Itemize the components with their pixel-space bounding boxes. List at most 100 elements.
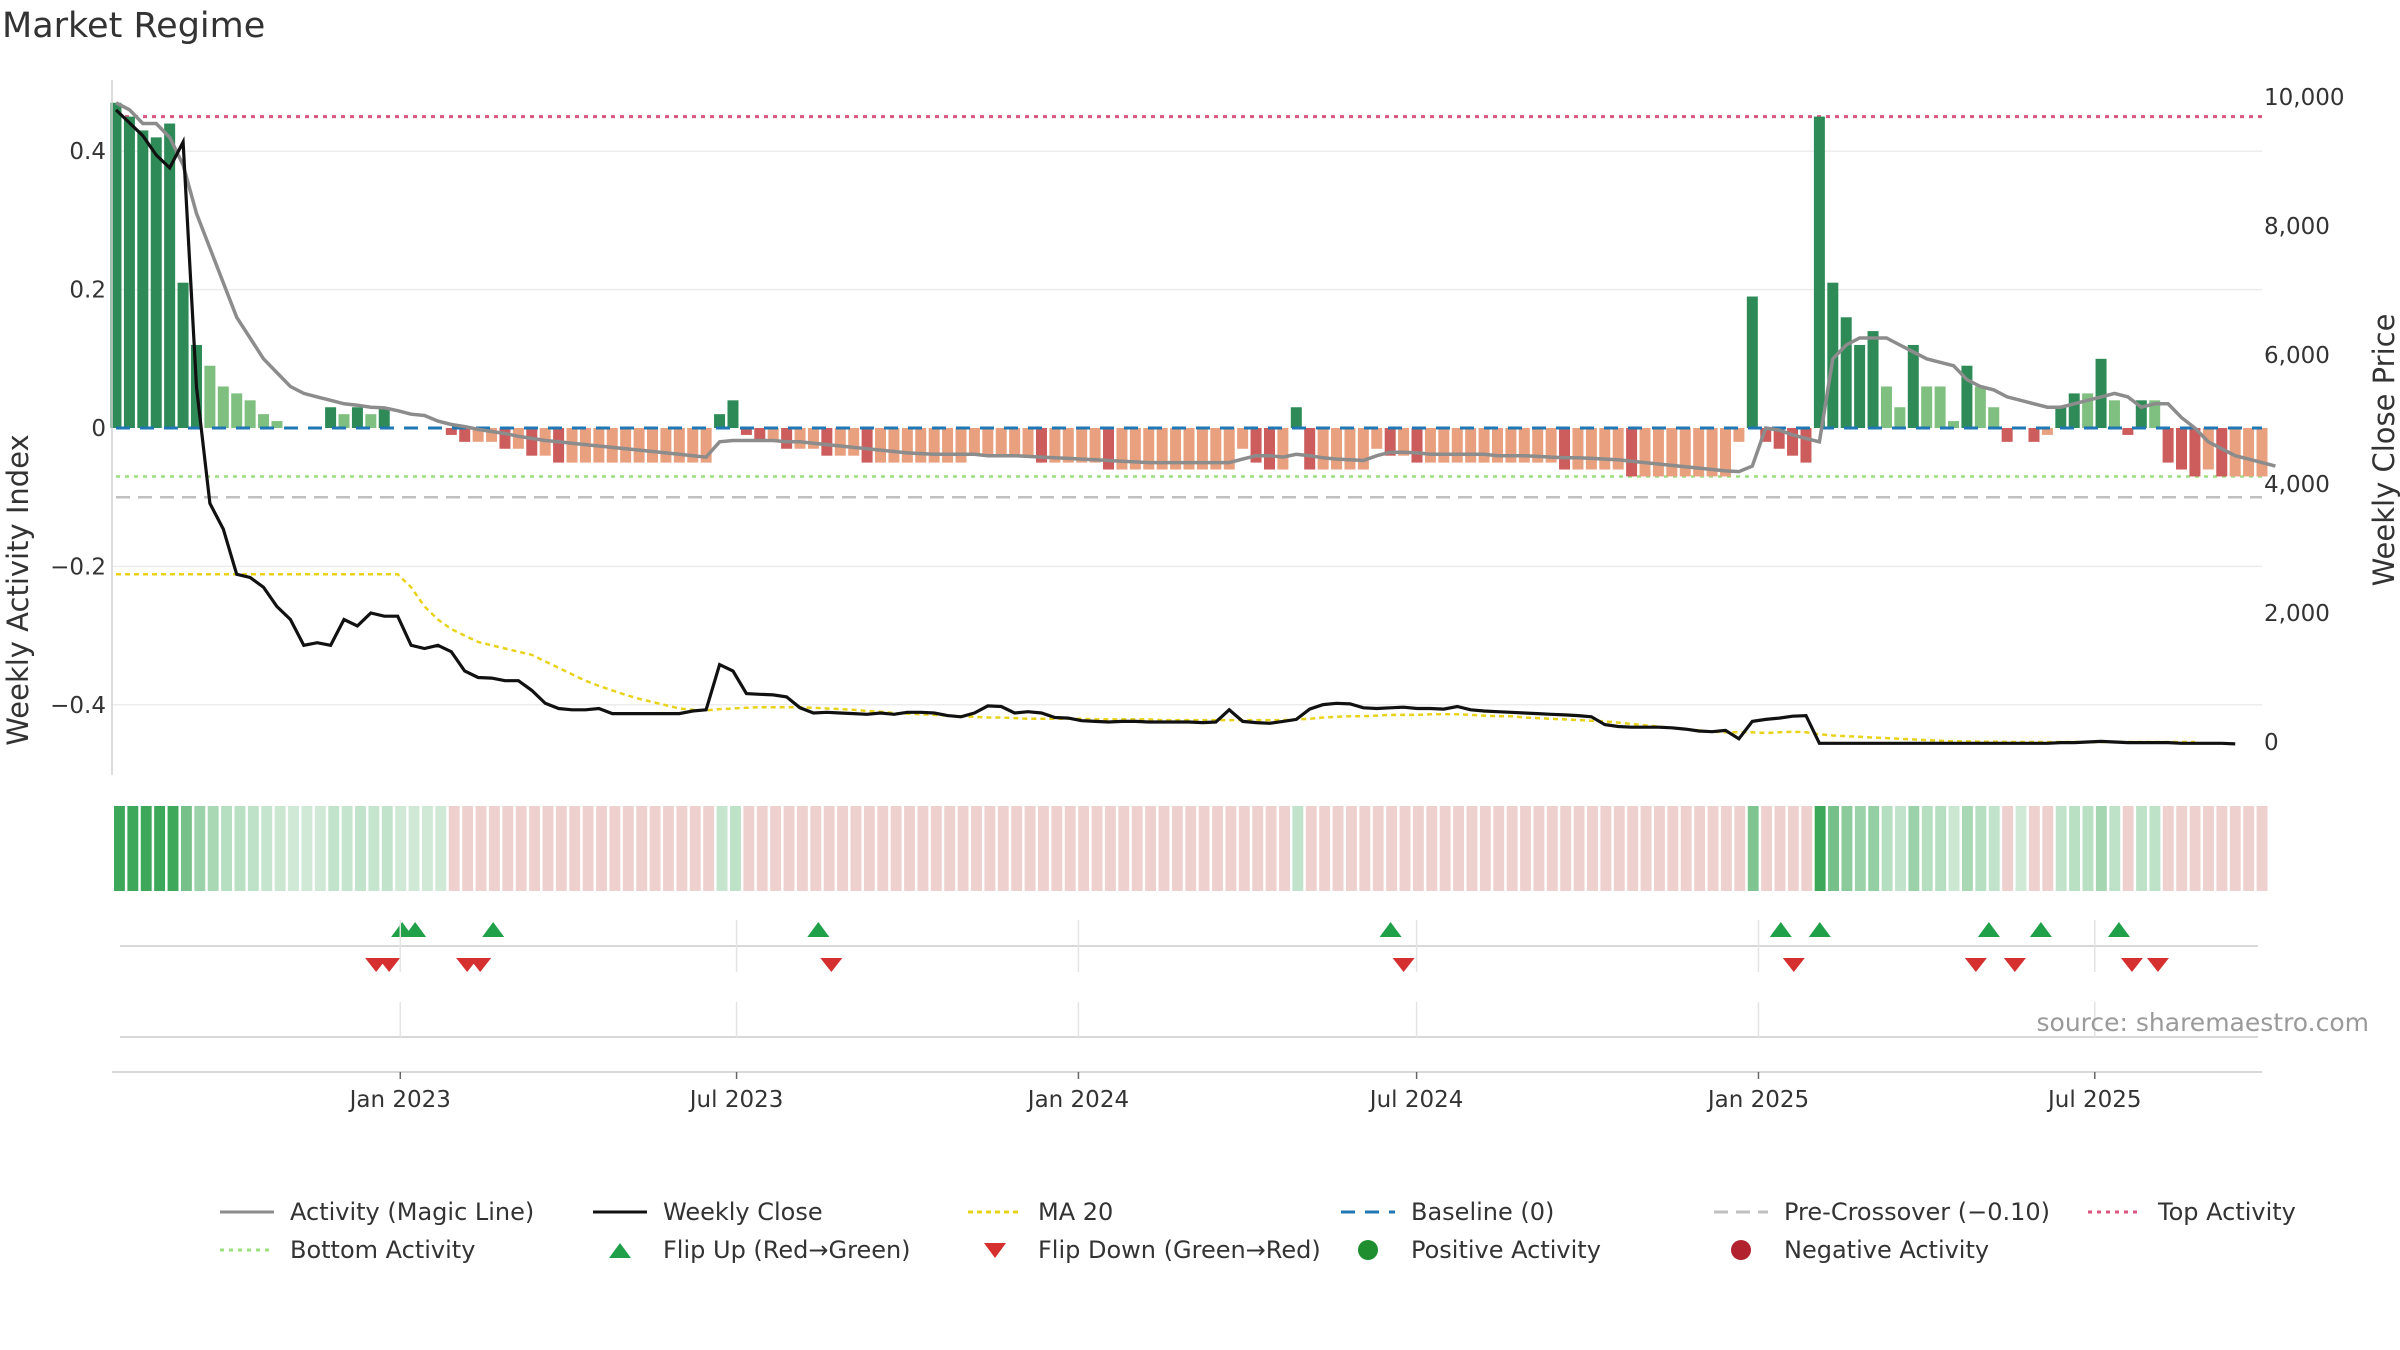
legend-swatch [1714,1210,1768,1214]
regime-cell [2055,806,2067,891]
regime-cell [355,806,366,891]
regime-cell [743,806,755,891]
regime-cell [2229,806,2241,891]
regime-cell [2042,806,2054,891]
regime-cell [716,806,728,891]
regime-cell [1613,806,1625,891]
y-left-tick-label: −0.4 [50,693,106,719]
regime-cell [515,806,527,891]
flip-up-marker [2107,922,2130,937]
regime-cell [1439,806,1451,891]
flip-up-marker [482,922,505,937]
legend-label: MA 20 [1038,1198,1114,1226]
regime-cell [1640,806,1652,891]
activity-bar [767,428,779,442]
regime-cell [1962,806,1973,891]
activity-bar [137,130,149,428]
activity-bar [2135,400,2147,428]
activity-bar [714,414,726,428]
activity-bar [1424,428,1436,463]
activity-bar [2001,428,2013,442]
legend-item-precross: Pre-Crossover (−0.10) [1712,1198,2050,1226]
regime-cell [1988,806,2000,891]
activity-bar [271,421,283,428]
regime-cell [1225,806,1237,891]
regime-cell [395,806,407,891]
activity-bar [834,428,846,456]
regime-cell [944,806,956,891]
legend-label: Negative Activity [1784,1236,1990,1264]
flip-down-marker [1392,958,1415,972]
regime-cell [1533,806,1545,891]
flip-up-marker [1769,922,1792,937]
gridlines [112,150,2262,706]
regime-cell [2069,806,2081,891]
legend-label: Baseline (0) [1411,1198,1555,1226]
activity-bar [1170,428,1182,470]
regime-cell [1479,806,1491,891]
regime-cell [1104,806,1116,891]
activity-bar [204,365,216,428]
legend-swatch [220,1248,274,1252]
activity-bar [1720,428,1731,477]
activity-bar [512,428,524,449]
regime-cell [582,806,594,891]
activity-bar [1210,428,1222,470]
activity-bar [1384,428,1396,456]
regime-cell [1466,806,1478,891]
regime-cell [1747,806,1759,891]
regime-cell [1185,806,1197,891]
y-right-tick-label: 10,000 [2264,85,2344,111]
activity-bar [1411,428,1423,463]
activity-bar [1290,407,1302,428]
activity-bar [1706,428,1718,477]
activity-bar [821,428,833,456]
legend-label: Flip Up (Red→Green) [663,1236,911,1264]
activity-bar [1559,428,1571,470]
regime-cell [1734,806,1746,891]
regime-cell [622,806,634,891]
activity-bar [1545,428,1557,463]
regime-cell [2082,806,2094,891]
activity-bar [1880,386,1892,428]
activity-bar [1344,428,1356,470]
legend-item-flip_down: Flip Down (Green→Red) [966,1236,1321,1264]
regime-cell [890,806,902,891]
regime-cell [1051,806,1063,891]
activity-bar [1948,421,1960,428]
activity-bar [606,428,618,463]
activity-bar [1934,386,1946,428]
activity-bar [1773,428,1785,449]
regime-cell [1908,806,1920,891]
regime-cell [984,806,996,891]
regime-cell [2028,806,2040,891]
flip-up-marker [1379,922,1402,937]
regime-cell [2002,806,2014,891]
activity-bar [807,428,819,449]
regime-cell [2149,806,2161,891]
legend-item-magic: Activity (Magic Line) [218,1198,534,1226]
legend-item-ma: MA 20 [966,1198,1113,1226]
regime-cell [850,806,862,891]
flip-down-marker [2003,958,2026,972]
regime-cell [1493,806,1505,891]
regime-cell [1560,806,1572,891]
legend-swatch [220,1210,274,1214]
legend-item-close: Weekly Close [591,1198,823,1226]
regime-cell [636,806,648,891]
x-tick-label: Jul 2024 [1368,1087,1464,1113]
activity-bar [231,393,243,428]
y-right-tick-label: 0 [2264,730,2279,756]
activity-bar [1076,428,1088,463]
regime-cell [663,806,674,891]
page-title: Market Regime [2,6,266,46]
regime-cell [1948,806,1960,891]
y-axis-right-label: Weekly Close Price [2367,314,2400,587]
activity-bar [2202,428,2214,470]
regime-cell [796,806,808,891]
regime-cell [1011,806,1023,891]
regime-cell [1600,806,1612,891]
regime-cell [194,806,206,891]
regime-cell [823,806,835,891]
activity-bar [1089,428,1101,463]
